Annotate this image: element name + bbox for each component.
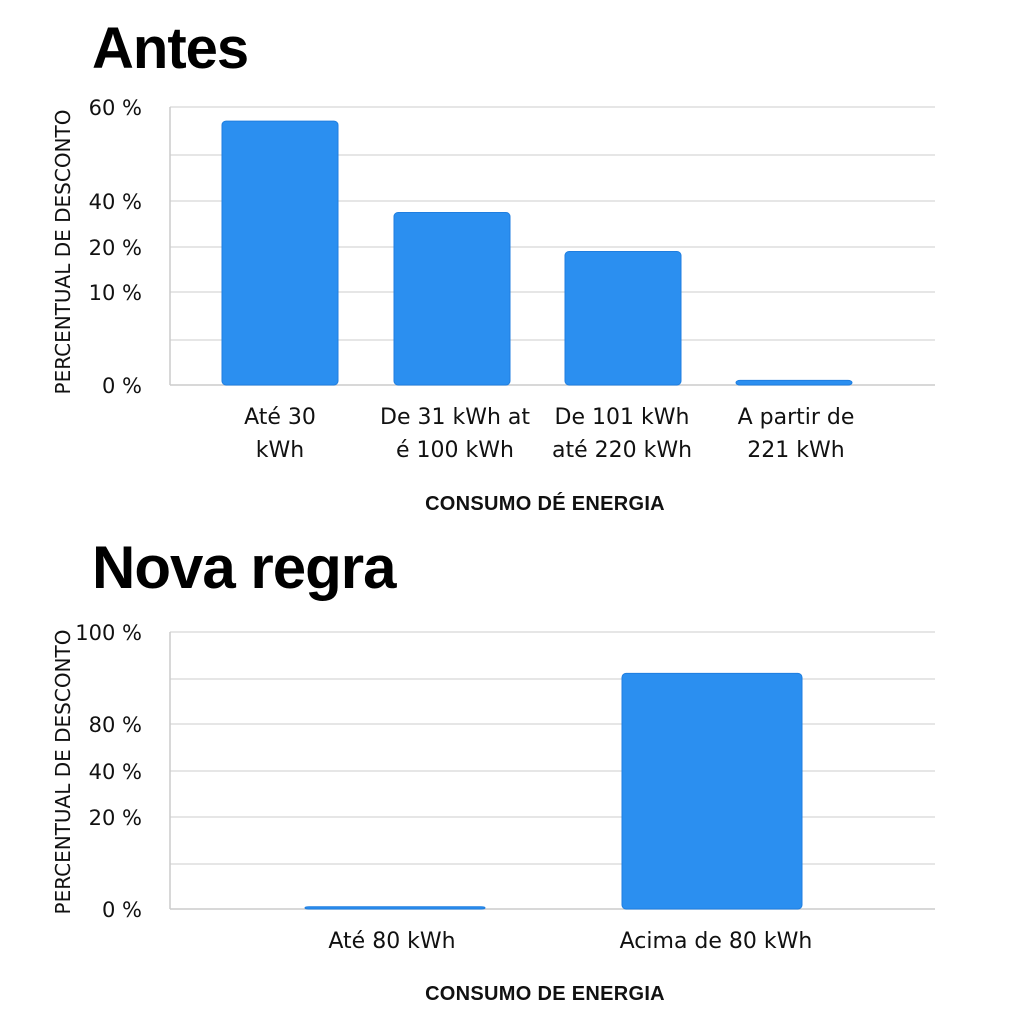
- bar: [221, 120, 339, 386]
- x-category-label: De 101 kWh: [555, 405, 690, 430]
- y-tick-label: 100 %: [75, 621, 142, 645]
- y-axis-label: PERCENTUAL DE DESCONTO: [51, 630, 75, 915]
- y-tick-label: 10 %: [89, 281, 142, 305]
- y-tick-label: 20 %: [89, 236, 142, 260]
- x-category-label: De 31 kWh at: [380, 405, 530, 430]
- bar: [304, 906, 486, 910]
- x-axis-label: CONSUMO DÉ ENERGIA: [425, 492, 665, 515]
- x-axis-label: CONSUMO DE ENERGIA: [425, 983, 665, 1005]
- y-tick-label: 0 %: [102, 898, 142, 922]
- y-tick-label: 40 %: [89, 190, 142, 214]
- y-tick-label: 80 %: [89, 713, 142, 737]
- x-category-label: Até 80 kWh: [328, 929, 455, 954]
- x-category-label: 221 kWh: [747, 438, 844, 463]
- y-tick-label: 0 %: [102, 374, 142, 398]
- bar-chart-antes: 60 % 40 % 20 % 10 % 0 % Até 30 kWh De 31 kWh at…: [51, 96, 935, 515]
- bar: [735, 379, 853, 386]
- x-category-label: Até 30: [244, 405, 316, 430]
- y-tick-label: 40 %: [89, 760, 142, 784]
- y-tick-label: 60 %: [89, 96, 142, 120]
- chart-title-antes: Antes: [92, 16, 249, 81]
- chart-title-nova-regra: Nova regra: [92, 534, 396, 601]
- x-category-label: kWh: [256, 438, 304, 463]
- bar: [564, 251, 682, 386]
- bar: [621, 672, 803, 910]
- y-tick-label: 20 %: [89, 806, 142, 830]
- x-category-label: até 220 kWh: [552, 438, 692, 463]
- x-category-label: é 100 kWh: [396, 438, 514, 463]
- x-category-label: A partir de: [738, 405, 855, 430]
- x-category-label: Acima de 80 kWh: [620, 929, 813, 954]
- bar: [393, 212, 511, 386]
- y-axis-label: PERCENTUAL DE DESCONTO: [51, 110, 75, 395]
